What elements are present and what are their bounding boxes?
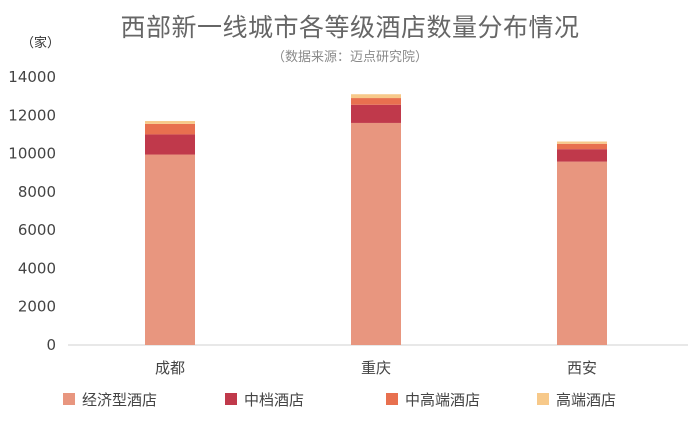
chart-plot-area: 0 2000 4000 6000 8000 10000 12000 14000 成都 重庆 西安 [8, 68, 688, 377]
legend-swatch [225, 393, 237, 405]
bar-segment [145, 154, 195, 345]
bar-segment [351, 122, 401, 345]
y-tick-label: 8000 [18, 183, 56, 201]
legend-label: 中档酒店 [244, 390, 305, 409]
legend: 经济型酒店 中档酒店 中高端酒店 高端酒店 [0, 385, 700, 413]
legend-item: 中高端酒店 [386, 385, 480, 413]
bar-segment [557, 161, 607, 345]
legend-label: 经济型酒店 [82, 390, 158, 409]
x-tick-label: 西安 [567, 359, 597, 377]
y-tick-label: 12000 [8, 106, 56, 124]
legend-swatch [386, 393, 398, 405]
y-axis-ticks: 0 2000 4000 6000 8000 10000 12000 14000 [8, 68, 56, 354]
legend-label: 中高端酒店 [405, 390, 481, 409]
legend-swatch [63, 393, 75, 405]
legend-item: 高端酒店 [537, 385, 616, 413]
bar-segment [351, 98, 401, 105]
bar-segment [557, 141, 607, 144]
x-axis-labels: 成都 重庆 西安 [155, 359, 597, 377]
y-tick-label: 4000 [18, 259, 56, 277]
legend-item: 中档酒店 [225, 385, 304, 413]
x-tick-label: 成都 [155, 359, 185, 377]
y-tick-label: 14000 [8, 68, 56, 86]
legend-item: 经济型酒店 [63, 385, 157, 413]
bar-segment [351, 104, 401, 123]
bar-segment [145, 134, 195, 155]
y-tick-label: 10000 [8, 145, 56, 163]
y-tick-label: 0 [46, 336, 56, 354]
y-tick-label: 6000 [18, 221, 56, 239]
x-tick-label: 重庆 [361, 359, 391, 377]
bar-segment [145, 123, 195, 135]
chart-subtitle: （数据来源：迈点研究院） [271, 50, 428, 65]
bar-segment [145, 121, 195, 124]
legend-swatch [537, 393, 549, 405]
bars-group [145, 94, 607, 345]
legend-label: 高端酒店 [556, 390, 617, 409]
y-axis-unit-label: （家） [21, 36, 61, 51]
bar-segment [351, 94, 401, 99]
bar-segment [557, 143, 607, 150]
y-tick-label: 2000 [18, 298, 56, 316]
chart-title: 西部新一线城市各等级酒店数量分布情况 [120, 13, 580, 42]
bar-segment [557, 149, 607, 162]
